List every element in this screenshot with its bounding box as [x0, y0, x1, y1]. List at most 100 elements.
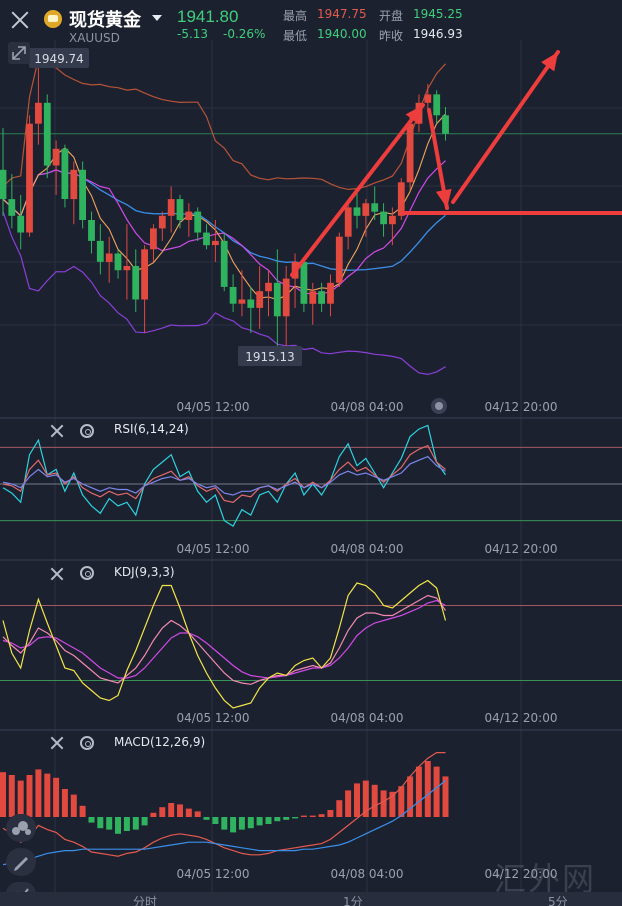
rsi-settings-icon[interactable]: [80, 424, 94, 438]
candle-body: [309, 291, 317, 304]
macd-histogram-bar: [168, 803, 175, 817]
macd-histogram-bar: [123, 817, 130, 831]
indicator-tool-button[interactable]: [6, 814, 36, 842]
prev-close-value: 1946.93: [413, 27, 463, 41]
macd-histogram-bar: [35, 769, 42, 817]
candle-body: [132, 266, 140, 300]
macd-histogram-bar: [442, 776, 449, 817]
candle-body: [70, 169, 78, 200]
candle-body: [380, 211, 387, 225]
macd-histogram-bar: [88, 817, 95, 823]
candle-body: [61, 148, 69, 199]
target-arrow-annotation: [451, 50, 560, 204]
candle-body: [43, 102, 51, 166]
macd-histogram-bar: [177, 804, 183, 817]
macd-histogram-bar: [354, 783, 360, 817]
candle-body: [318, 291, 325, 304]
kdj-series-j: [2, 579, 447, 709]
candle-body: [442, 115, 449, 134]
candle-body: [353, 207, 361, 216]
macd-histogram-bar: [53, 777, 60, 817]
upper-band-line: [2, 57, 446, 191]
kdj-settings-icon[interactable]: [80, 566, 94, 580]
candle-body: [433, 94, 441, 116]
period-tab-5min[interactable]: 5分: [548, 895, 568, 906]
macd-histogram-bar: [132, 817, 139, 830]
candle-body: [389, 215, 396, 225]
draw-tool-button[interactable]: [6, 848, 36, 876]
kdj-close-icon[interactable]: [49, 566, 65, 582]
scroll-handle-dot: [435, 402, 443, 410]
macd-histogram-bar: [203, 817, 210, 820]
macd-histogram-bar: [115, 817, 121, 834]
prev-close-label: 昨收: [379, 29, 404, 43]
macd-histogram-bar: [300, 815, 307, 817]
macd-histogram-bar: [141, 817, 148, 826]
candle-body: [96, 240, 104, 262]
x-tick-label: 04/05 12:00: [177, 400, 250, 414]
candle-body: [123, 266, 131, 271]
candle-body: [265, 282, 272, 292]
candle-body: [150, 228, 157, 250]
instrument-title[interactable]: 现货黄金: [69, 10, 141, 31]
candle-body: [185, 211, 193, 220]
candle-body: [362, 203, 370, 216]
lower-band-line: [2, 211, 446, 376]
x-tick-label: 04/12 20:00: [485, 400, 558, 414]
instrument-symbol: XAUUSD: [69, 31, 120, 45]
x-tick-label: 04/05 12:00: [177, 867, 250, 881]
candle-body: [371, 203, 379, 212]
macd-histogram-bar: [389, 791, 396, 817]
candle-body: [397, 182, 405, 216]
macd-histogram-bar: [247, 817, 254, 829]
macd-histogram-bar: [327, 810, 334, 817]
candle-body: [238, 299, 246, 304]
low-value: 1940.00: [317, 27, 367, 41]
macd-histogram-bar: [159, 807, 166, 817]
max-price-text: 1949.74: [34, 52, 84, 66]
candle-body: [256, 291, 264, 308]
high-label: 最高: [283, 9, 308, 23]
macd-histogram-bar: [345, 790, 352, 817]
close-icon[interactable]: [7, 7, 33, 33]
open-label: 开盘: [379, 9, 404, 23]
macd-histogram-bar: [407, 776, 414, 817]
collapse-icon[interactable]: [8, 42, 30, 64]
macd-close-icon[interactable]: [49, 735, 65, 751]
quote-header: 现货黄金 XAUUSD 1941.80 -5.13 -0.26% 最高 1947…: [0, 0, 622, 48]
candle-body: [176, 199, 184, 220]
candle-body: [35, 102, 42, 124]
period-tab-1min[interactable]: 1分: [343, 895, 363, 906]
x-tick-label: 04/12 20:00: [485, 867, 558, 881]
candle-body: [300, 261, 308, 304]
macd-histogram-bar: [61, 789, 68, 817]
macd-histogram-bar: [274, 817, 281, 822]
candle-body: [88, 220, 95, 241]
chevron-down-icon[interactable]: [152, 15, 162, 21]
target-arrow-annotation-head: [541, 52, 558, 72]
period-tab-timeline[interactable]: 分时: [133, 895, 158, 906]
candle-body: [79, 169, 86, 220]
down-arrow-annotation-head: [435, 188, 452, 208]
pencil-icon: [14, 857, 28, 871]
rsi-close-icon[interactable]: [49, 423, 65, 439]
up-arrow-annotation: [290, 103, 425, 277]
macd-histogram-bar: [26, 775, 33, 817]
up-arrow-annotation-head: [405, 105, 423, 125]
price-change-percent: -0.26%: [223, 27, 266, 41]
macd-histogram-bar: [17, 780, 24, 817]
candle-body: [212, 240, 219, 246]
kdj-label: KDJ(9,3,3): [114, 565, 175, 579]
candle-body: [26, 123, 33, 233]
x-tick-label: 04/12 20:00: [485, 542, 558, 556]
macd-histogram-bar: [106, 817, 113, 830]
x-tick-label: 04/12 20:00: [485, 711, 558, 725]
macd-histogram-bar: [0, 772, 6, 817]
macd-histogram-bar: [150, 812, 157, 817]
candle-body: [105, 253, 113, 262]
macd-settings-icon[interactable]: [80, 736, 94, 750]
candle-body: [247, 299, 255, 308]
macd-histogram-bar: [79, 805, 86, 817]
candle-body: [273, 282, 281, 317]
